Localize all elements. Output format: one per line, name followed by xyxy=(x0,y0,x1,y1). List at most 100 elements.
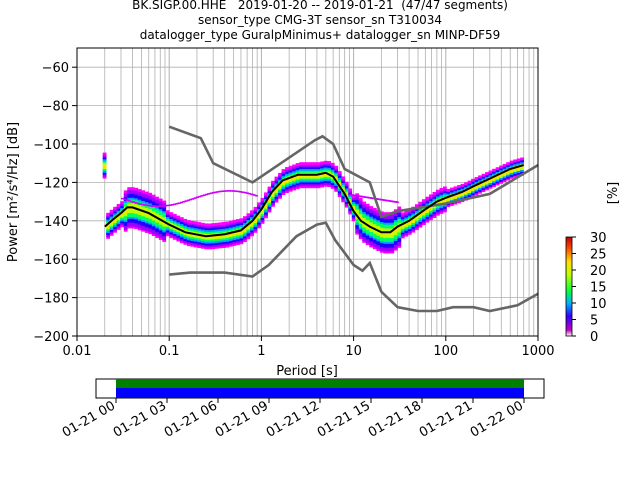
heatmap-cell xyxy=(109,232,114,236)
heatmap-cell xyxy=(355,231,360,235)
heatmap-cell xyxy=(211,232,216,236)
heatmap-cell xyxy=(239,239,244,243)
heatmap-cell xyxy=(390,248,395,252)
heatmap-cell xyxy=(478,183,482,186)
heatmap-cell xyxy=(358,209,363,213)
heatmap-cell xyxy=(271,194,275,198)
heatmap-cell xyxy=(292,164,296,168)
heatmap-cell xyxy=(390,215,395,219)
heatmap-cell xyxy=(155,206,160,210)
heatmap-cell xyxy=(246,226,251,230)
heatmap-cell xyxy=(351,214,356,218)
heatmap-cell xyxy=(144,191,149,195)
heatmap-cell xyxy=(127,219,132,223)
heatmap-cell xyxy=(358,197,363,201)
heatmap-cell xyxy=(415,209,419,213)
heatmap-cell xyxy=(295,182,300,186)
heatmap-cell xyxy=(355,227,360,231)
heatmap-cell xyxy=(179,232,184,236)
heatmap-cell xyxy=(123,224,128,228)
heatmap-cell xyxy=(120,214,124,218)
heatmap-cell xyxy=(334,169,339,173)
heatmap-cell xyxy=(344,193,349,197)
heatmap-cell xyxy=(148,215,153,219)
heatmap-cell xyxy=(372,209,377,213)
heatmap-cell xyxy=(464,191,468,195)
heatmap-cell xyxy=(295,165,300,168)
heatmap-cell xyxy=(109,227,114,230)
heatmap-cell xyxy=(165,229,170,233)
heatmap-cell xyxy=(330,178,335,182)
colorbar xyxy=(565,236,573,337)
mode-line xyxy=(104,164,524,238)
heatmap-cell xyxy=(355,193,360,197)
heatmap-cell xyxy=(141,226,146,230)
heatmap-cell xyxy=(215,242,219,245)
heatmap-cell xyxy=(372,232,377,236)
heatmap-cell xyxy=(106,235,110,239)
heatmap-cell xyxy=(257,208,261,211)
heatmap-cell xyxy=(295,174,300,178)
heatmap-cell xyxy=(495,169,500,172)
heatmap-cell xyxy=(400,212,405,216)
heatmap-cell xyxy=(474,188,479,192)
heatmap-cell xyxy=(141,207,146,211)
heatmap-cell xyxy=(158,208,163,212)
heatmap-cell xyxy=(189,198,193,201)
heatmap-cell xyxy=(429,209,433,213)
heatmap-cell xyxy=(236,221,240,224)
heatmap-cell xyxy=(446,204,451,208)
heatmap-cell xyxy=(204,242,209,246)
heatmap-cell xyxy=(327,174,331,178)
heatmap-cell xyxy=(246,220,251,224)
heatmap-cell xyxy=(229,239,233,243)
heatmap-cell xyxy=(334,167,339,171)
heatmap-cell xyxy=(369,240,374,244)
heatmap-cell xyxy=(464,182,468,186)
heatmap-cell xyxy=(404,210,409,214)
heatmap-cell xyxy=(334,188,339,192)
heatmap-cell xyxy=(264,198,268,201)
heatmap-cell xyxy=(130,193,135,196)
heatmap-cell xyxy=(376,211,381,215)
heatmap-cell xyxy=(306,175,310,179)
heatmap-cell xyxy=(436,201,440,205)
heatmap-cell xyxy=(341,193,346,197)
heatmap-cell xyxy=(316,164,321,168)
heatmap-cell xyxy=(411,229,416,233)
heatmap-cell xyxy=(418,213,423,217)
heatmap-cell xyxy=(443,207,447,211)
heatmap-cell xyxy=(386,229,391,233)
heatmap-cell xyxy=(172,231,177,235)
heatmap-cell xyxy=(130,204,135,208)
heatmap-cell xyxy=(271,192,275,196)
heatmap-cell xyxy=(495,180,500,184)
heatmap-cell xyxy=(330,184,335,187)
heatmap-cell xyxy=(239,231,244,235)
heatmap-cell xyxy=(218,190,222,193)
heatmap-cell xyxy=(323,174,328,178)
heatmap-cell xyxy=(169,231,174,235)
heatmap-cell xyxy=(320,184,324,188)
heatmap-cell xyxy=(292,179,296,183)
heatmap-cell xyxy=(246,224,251,228)
heatmap-cell xyxy=(254,194,258,197)
colorbar-tick-label: 25 xyxy=(590,248,607,263)
heatmap-cell xyxy=(200,224,205,228)
heatmap-cell xyxy=(348,196,353,199)
heatmap-cell xyxy=(457,189,461,192)
heatmap-cell xyxy=(407,222,412,226)
heatmap-cell xyxy=(386,216,391,219)
heatmap-cell xyxy=(204,246,209,250)
heatmap-cell xyxy=(439,191,444,195)
heatmap-cell xyxy=(506,162,510,166)
heatmap-cell xyxy=(474,192,479,196)
heatmap-cell xyxy=(369,244,374,248)
heatmap-cell xyxy=(337,171,342,174)
heatmap-cell xyxy=(471,180,475,184)
heatmap-cell xyxy=(299,175,303,179)
heatmap-cell xyxy=(358,201,363,205)
heatmap-cell xyxy=(327,182,331,186)
heatmap-cell xyxy=(499,173,503,177)
heatmap-cell xyxy=(478,175,482,179)
